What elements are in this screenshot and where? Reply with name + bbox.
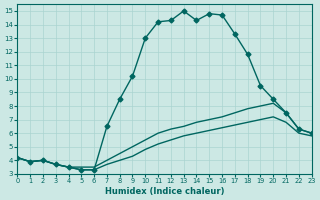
X-axis label: Humidex (Indice chaleur): Humidex (Indice chaleur) xyxy=(105,187,224,196)
